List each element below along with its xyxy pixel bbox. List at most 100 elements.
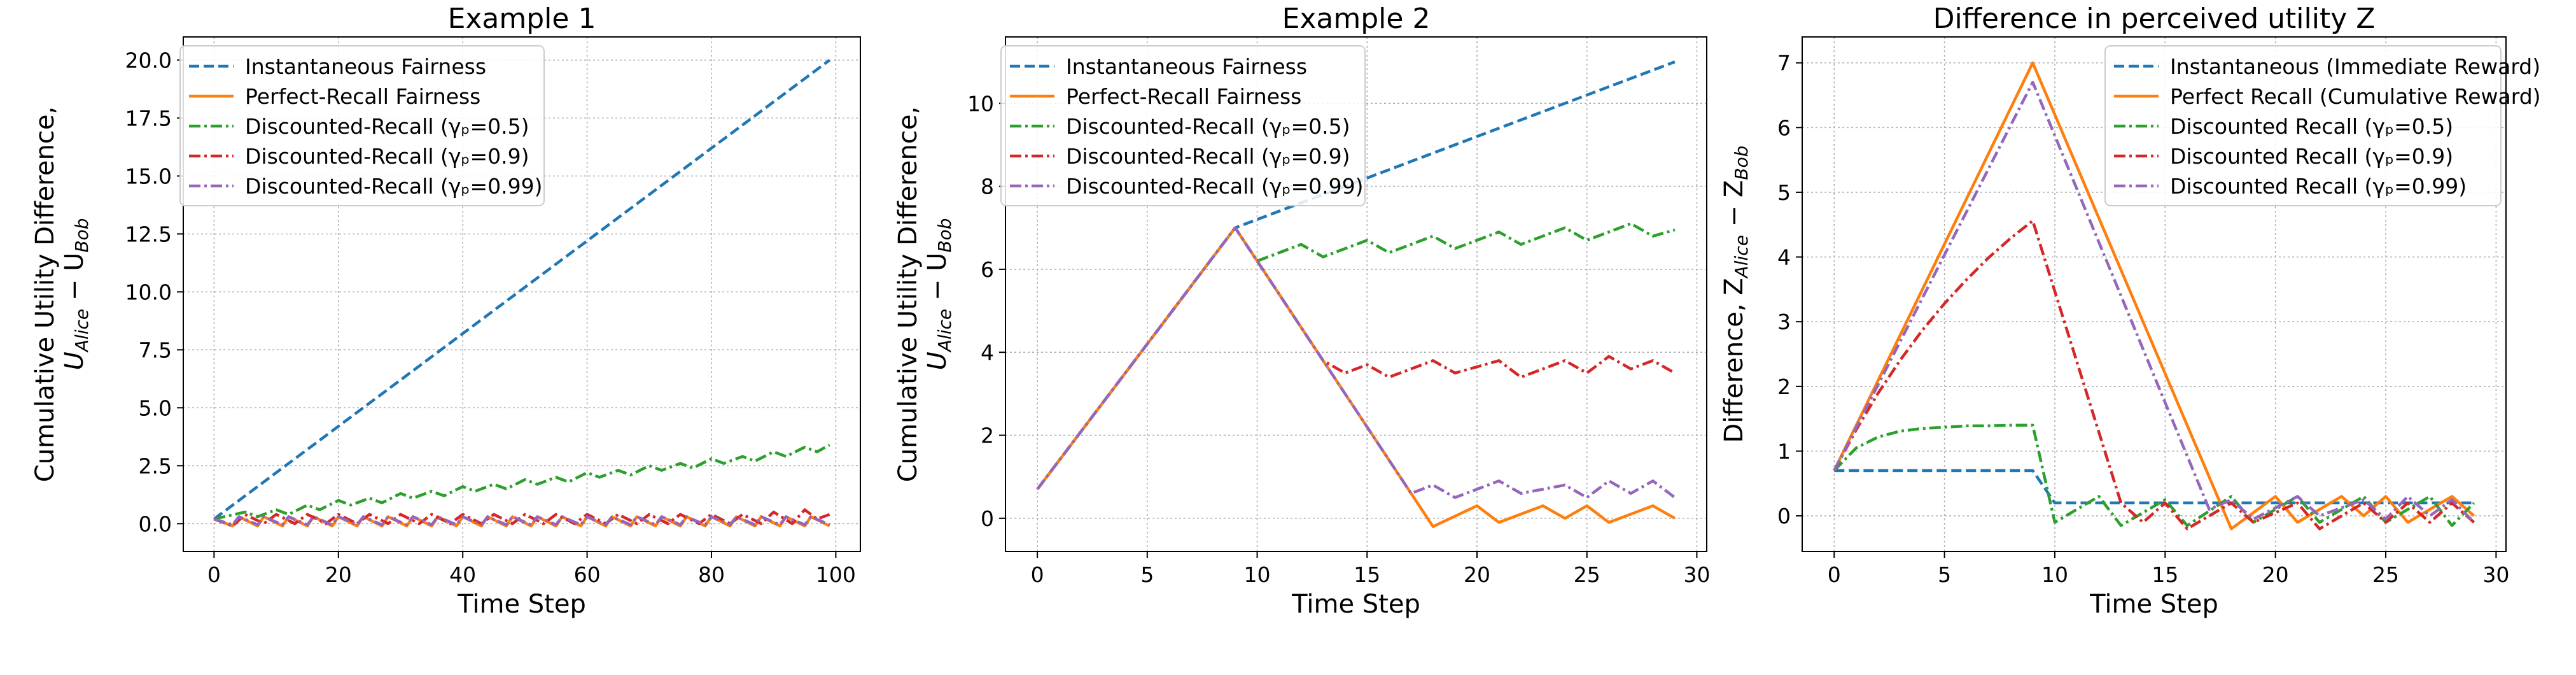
axes-frame [183,36,861,552]
series-line-2 [1036,226,1676,529]
y-tick-label: 10.0 [125,280,172,304]
legend-label-3: Discounted-Recall (γₚ=0.5) [1066,114,1350,139]
plot-area [1833,61,2475,530]
y-tick-label: 7 [1777,51,1791,76]
y-axis-label-part: Alice [71,309,92,353]
x-axis-label: Time Step [457,590,586,619]
series-line-3 [1833,423,2475,527]
x-tick-label: 0 [1828,562,1841,587]
y-axis-label-part: − Z [1719,180,1749,235]
x-tick-label: 5 [1140,562,1154,587]
y-tick-label: 12.5 [125,222,172,246]
legend-label-2: Perfect-Recall Fairness [1066,84,1301,109]
y-axis-label-part: Bob [71,218,92,253]
y-axis-label-part: Alice [934,309,955,353]
y-axis-label: Difference, ZAlice − ZBob [1719,146,1752,443]
x-tick-label: 20 [1464,562,1490,587]
y-axis-label-part: Bob [934,218,955,253]
legend-label-5: Discounted Recall (γₚ=0.99) [2170,174,2467,199]
subplot-3: 0 5 10 15 20 25 30 0 1 2 3 4 5 6 7 Difference in percei… [1719,3,2541,619]
y-tick-label: 15.0 [125,164,172,188]
y-tick-label: 0 [1777,504,1791,529]
y-axis-label-line1: Cumulative Utility Difference, [893,106,923,482]
y-tick-label: 6 [981,257,994,282]
y-axis-label: Cumulative Utility Difference, UAlice − U… [31,106,92,482]
x-tick-label: 15 [1354,562,1380,587]
series-line-5 [213,515,830,527]
x-tick-label: 40 [449,562,476,587]
y-tick-label: 7.5 [139,338,172,362]
legend-box [179,45,545,206]
x-tick-label: 25 [2372,562,2399,587]
x-tick-label: 100 [816,562,856,587]
y-axis-label-part: Alice [1731,235,1752,279]
chart-title: Difference in perceived utility Z [1933,3,2376,35]
x-tick-label: 15 [2152,562,2178,587]
x-tick-label: 30 [2482,562,2509,587]
x-tick-label: 10 [1244,562,1271,587]
legend-label-1: Instantaneous (Immediate Reward) [2170,54,2540,79]
legend-label-3: Discounted-Recall (γₚ=0.5) [245,114,529,139]
legend: Instantaneous Fairness Perfect-Recall Fai… [179,45,545,206]
y-axis-label-part: − U [60,253,89,309]
series-line-4 [1036,226,1676,490]
y-tick-label: 1 [1777,439,1791,464]
y-tick-label: 20.0 [125,48,172,73]
y-tick-label: 0 [981,506,994,531]
y-tick-label: 8 [981,174,994,199]
legend-label-3: Discounted Recall (γₚ=0.5) [2170,114,2453,139]
series-line-5 [1036,226,1676,499]
x-tick-label: 5 [1938,562,1951,587]
plot-area [213,59,830,528]
legend-label-5: Discounted-Recall (γₚ=0.99) [1066,174,1364,199]
series-line-2 [1833,61,2475,530]
x-tick-label: 10 [2041,562,2068,587]
y-tick-label: 4 [1777,245,1791,270]
axes-frame [1005,36,1707,552]
series-line-3 [1036,222,1676,490]
y-axis-label-line1: Cumulative Utility Difference, [31,106,60,482]
y-tick-label: 10 [967,91,994,116]
y-axis-label-part: Difference, Z [1719,278,1749,443]
x-tick-label: 80 [698,562,725,587]
y-axis-label-part: U [923,352,952,370]
x-tick-label: 30 [1683,562,1710,587]
y-axis-label-line2: Difference, ZAlice − ZBob [1719,146,1752,443]
legend-box [1000,45,1366,206]
x-tick-label: 20 [2262,562,2289,587]
y-tick-label: 0.0 [139,511,172,536]
legend-label-4: Discounted-Recall (γₚ=0.9) [245,144,529,169]
y-axis-label-part: − U [923,253,952,309]
axes-frame [1802,36,2507,552]
legend-label-4: Discounted-Recall (γₚ=0.9) [1066,144,1350,169]
y-axis-label-part: U [60,352,89,370]
legend-label-1: Instantaneous Fairness [1066,54,1307,79]
plot-area [1036,60,1676,529]
y-tick-label: 3 [1777,309,1791,334]
x-axis-label: Time Step [2089,590,2218,619]
y-tick-label: 6 [1777,115,1791,140]
y-tick-label: 2 [981,423,994,448]
series-line-3 [213,443,830,521]
x-tick-label: 60 [574,562,601,587]
y-axis-label: Cumulative Utility Difference, UAlice − U… [893,106,955,482]
y-tick-label: 17.5 [125,106,172,131]
legend: Instantaneous Fairness Perfect-Recall Fai… [1000,45,1366,206]
series-line-4 [1833,219,2475,530]
x-axis-label: Time Step [1291,590,1420,619]
legend-label-5: Discounted-Recall (γₚ=0.99) [245,174,543,199]
x-tick-label: 0 [1031,562,1044,587]
chart-title: Example 1 [448,3,596,35]
series-line-1 [213,59,830,520]
y-axis-label-line2: UAlice − UBob [923,218,955,371]
chart-title: Example 2 [1282,3,1431,35]
legend-label-2: Perfect-Recall Fairness [245,84,480,109]
legend: Instantaneous (Immediate Reward) Perfect … [2104,45,2541,206]
y-tick-label: 5 [1777,180,1791,205]
subplot-2: 0 5 10 15 20 25 30 0 2 4 6 8 10 Example 2 Time Step Cum… [893,3,1710,619]
y-tick-label: 2.5 [139,453,172,478]
legend-label-2: Perfect Recall (Cumulative Reward) [2170,84,2541,109]
y-tick-label: 5.0 [139,395,172,420]
legend-label-1: Instantaneous Fairness [245,54,486,79]
